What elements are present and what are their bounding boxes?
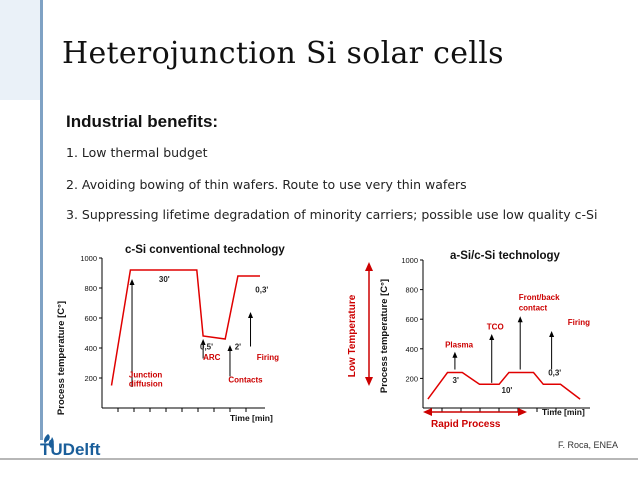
chart-csi-conventional: c-Si conventional technology Process tem… <box>56 244 285 423</box>
chart1-annotation: Junction <box>129 370 162 379</box>
chart2-annotation: contact <box>519 303 548 312</box>
chart1-annotation: Contacts <box>228 376 263 385</box>
chart1-annotation: 0,3' <box>255 286 268 295</box>
chart2-bottom-label: Rapid Process <box>431 419 501 430</box>
slide-title: Heterojunction Si solar cells <box>62 36 504 71</box>
tudelft-logo: TUDelft <box>40 434 101 458</box>
low-temperature-arrow-head-bottom <box>365 377 373 386</box>
chart1-ytick-label: 1000 <box>80 254 97 263</box>
chart1-ylabel: Process temperature [C°] <box>56 301 67 415</box>
chart1-ytick-label: 200 <box>84 374 97 383</box>
chart2-ytick-label: 800 <box>405 286 418 295</box>
chart2-title: a-Si/c-Si technology <box>450 250 561 262</box>
sidebar-divider <box>40 0 43 440</box>
chart1-arrow-arc-head <box>200 339 206 345</box>
chart1-annotation: ARC <box>203 353 221 362</box>
chart1-annotation: 0,5' <box>200 343 213 352</box>
rapid-process-arrow-head-right <box>518 408 527 416</box>
slide-subtitle: Industrial benefits: <box>66 112 219 131</box>
chart2-arrow-plasma-head <box>452 351 458 358</box>
chart2-ytick-label: 1000 <box>401 256 418 265</box>
chart2-side-label: Low Temperature <box>347 294 358 377</box>
chart2-xlabel: Time [min] <box>542 407 585 417</box>
chart2-ytick-label: 200 <box>405 374 418 383</box>
chart1-xlabel: Time [min] <box>230 413 273 423</box>
chart2-arrow-contact-head <box>517 316 523 323</box>
sidebar-accent <box>0 0 40 100</box>
bullet-1: 1. Low thermal budget <box>66 145 208 160</box>
chart1-annotation: diffusion <box>129 379 163 388</box>
chart2-annotation: 3' <box>453 376 459 385</box>
logo-text: TUDelft <box>40 440 101 458</box>
chart2-arrow-tco-head <box>489 334 495 340</box>
chart2-annotation: 10' <box>502 386 513 395</box>
chart2-arrow-firing-head <box>549 331 555 338</box>
chart1-annotation: 30' <box>159 275 170 284</box>
chart1-annotation: 2' <box>235 343 241 352</box>
chart2-annotation: Plasma <box>445 340 474 349</box>
chart1-annotation: Firing <box>257 353 279 362</box>
chart2-ytick-label: 400 <box>405 345 418 354</box>
chart1-temperature-curve <box>110 269 260 386</box>
chart-asi-csi: a-Si/c-Si technology Low Temperature Pro… <box>347 250 590 430</box>
chart1-arrow-diffusion-head <box>129 279 135 285</box>
flame-icon <box>44 434 54 448</box>
chart2-annotation: 0,3' <box>548 368 561 377</box>
rapid-process-arrow-head-left <box>423 408 432 416</box>
chart2-ylabel: Process temperature [C°] <box>379 279 390 393</box>
footer-divider <box>0 458 638 460</box>
chart1-title: c-Si conventional technology <box>125 244 285 256</box>
footer-credit: F. Roca, ENEA <box>557 440 618 450</box>
chart2-temperature-curve <box>427 371 581 400</box>
chart1-arrow-contacts-head <box>227 345 233 351</box>
chart2-annotation: TCO <box>487 323 504 332</box>
chart1-ytick-label: 800 <box>84 284 97 293</box>
low-temperature-arrow-head-top <box>365 262 373 271</box>
bullet-3: 3. Suppressing lifetime degradation of m… <box>66 207 598 222</box>
chart1-ytick-label: 600 <box>84 314 97 323</box>
bullet-2: 2. Avoiding bowing of thin wafers. Route… <box>66 177 467 192</box>
chart2-ytick-label: 600 <box>405 315 418 324</box>
chart1-arrow-firing-head <box>248 312 254 318</box>
chart2-annotation: Front/back <box>519 293 560 302</box>
chart2-annotation: Firing <box>568 318 590 327</box>
chart1-ytick-label: 400 <box>84 344 97 353</box>
